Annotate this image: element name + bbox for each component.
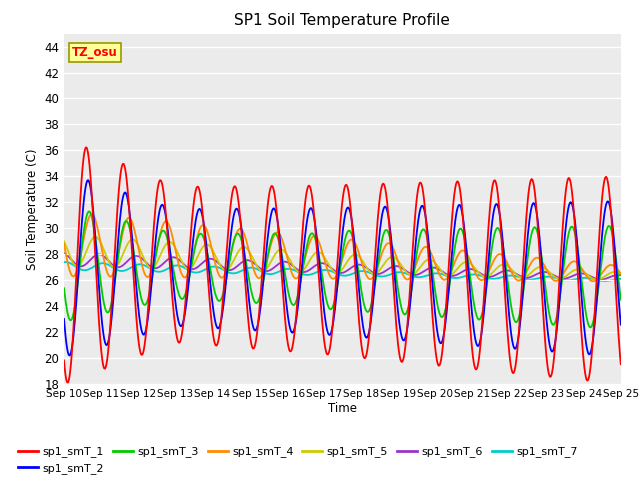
sp1_smT_7	[61, 259, 69, 265]
sp1_smT_7	[60, 259, 68, 265]
sp1_smT_1	[71, 300, 79, 306]
sp1_smT_5	[411, 270, 419, 276]
Line: sp1_smT_6: sp1_smT_6	[64, 253, 621, 280]
sp1_smT_7	[185, 267, 193, 273]
sp1_smT_7	[428, 271, 435, 277]
Y-axis label: Soil Temperature (C): Soil Temperature (C)	[26, 148, 38, 270]
sp1_smT_6	[70, 260, 78, 265]
sp1_smT_5	[428, 257, 435, 263]
sp1_smT_7	[411, 274, 419, 280]
Line: sp1_smT_3: sp1_smT_3	[64, 212, 621, 327]
Line: sp1_smT_1: sp1_smT_1	[64, 147, 621, 383]
sp1_smT_5	[185, 266, 193, 272]
Line: sp1_smT_2: sp1_smT_2	[64, 180, 621, 356]
sp1_smT_7	[601, 278, 609, 284]
sp1_smT_5	[70, 262, 78, 267]
sp1_smT_1	[428, 304, 436, 310]
sp1_smT_1	[617, 361, 625, 367]
sp1_smT_7	[214, 264, 222, 270]
sp1_smT_4	[88, 211, 96, 217]
sp1_smT_3	[85, 209, 93, 215]
sp1_smT_1	[412, 208, 419, 214]
sp1_smT_6	[127, 255, 135, 261]
sp1_smT_4	[70, 273, 78, 279]
sp1_smT_1	[129, 264, 137, 270]
sp1_smT_6	[410, 272, 418, 278]
sp1_smT_5	[214, 259, 222, 264]
sp1_smT_7	[71, 263, 79, 269]
sp1_smT_2	[84, 177, 92, 183]
Line: sp1_smT_5: sp1_smT_5	[64, 237, 621, 279]
Title: SP1 Soil Temperature Profile: SP1 Soil Temperature Profile	[234, 13, 451, 28]
sp1_smT_6	[214, 259, 221, 265]
sp1_smT_2	[71, 318, 79, 324]
sp1_smT_6	[60, 251, 68, 256]
sp1_smT_4	[617, 271, 625, 276]
sp1_smT_1	[60, 358, 68, 363]
sp1_smT_3	[587, 324, 595, 330]
sp1_smT_7	[617, 276, 625, 282]
sp1_smT_1	[64, 380, 72, 385]
sp1_smT_2	[617, 322, 625, 327]
sp1_smT_5	[593, 276, 600, 282]
sp1_smT_2	[129, 244, 137, 250]
sp1_smT_6	[426, 265, 434, 271]
sp1_smT_4	[128, 219, 136, 225]
sp1_smT_2	[412, 241, 419, 247]
sp1_smT_2	[428, 276, 436, 281]
Legend: sp1_smT_1, sp1_smT_2, sp1_smT_3, sp1_smT_4, sp1_smT_5, sp1_smT_6, sp1_smT_7: sp1_smT_1, sp1_smT_2, sp1_smT_3, sp1_smT…	[13, 442, 582, 479]
sp1_smT_3	[70, 308, 78, 313]
sp1_smT_5	[617, 271, 625, 277]
X-axis label: Time: Time	[328, 402, 357, 415]
sp1_smT_3	[214, 298, 222, 303]
Line: sp1_smT_7: sp1_smT_7	[64, 262, 621, 281]
sp1_smT_2	[186, 273, 193, 278]
sp1_smT_3	[411, 264, 419, 270]
sp1_smT_4	[60, 241, 68, 247]
sp1_smT_4	[589, 278, 596, 284]
Text: TZ_osu: TZ_osu	[72, 46, 118, 59]
sp1_smT_5	[92, 234, 100, 240]
sp1_smT_7	[128, 264, 136, 270]
sp1_smT_1	[186, 248, 193, 253]
sp1_smT_3	[60, 285, 68, 291]
sp1_smT_6	[597, 277, 605, 283]
sp1_smT_4	[428, 250, 435, 256]
sp1_smT_6	[184, 265, 192, 271]
sp1_smT_2	[65, 353, 73, 359]
sp1_smT_6	[617, 272, 625, 278]
sp1_smT_4	[411, 265, 419, 271]
sp1_smT_3	[185, 278, 193, 284]
sp1_smT_1	[215, 335, 223, 341]
sp1_smT_4	[214, 270, 222, 276]
sp1_smT_3	[617, 297, 625, 302]
sp1_smT_3	[428, 259, 435, 264]
sp1_smT_3	[128, 239, 136, 244]
sp1_smT_5	[60, 238, 68, 244]
sp1_smT_2	[60, 316, 68, 322]
sp1_smT_1	[83, 144, 90, 150]
sp1_smT_5	[128, 237, 136, 242]
sp1_smT_4	[185, 268, 193, 274]
sp1_smT_2	[215, 325, 223, 331]
Line: sp1_smT_4: sp1_smT_4	[64, 214, 621, 281]
